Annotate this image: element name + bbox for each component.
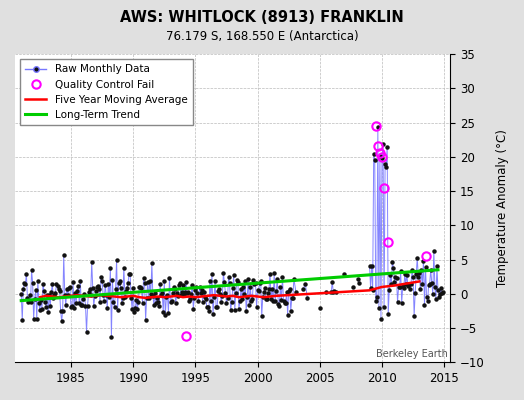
Text: Berkeley Earth: Berkeley Earth <box>376 349 448 359</box>
Legend: Raw Monthly Data, Quality Control Fail, Five Year Moving Average, Long-Term Tren: Raw Monthly Data, Quality Control Fail, … <box>20 59 192 125</box>
Text: 76.179 S, 168.550 E (Antarctica): 76.179 S, 168.550 E (Antarctica) <box>166 30 358 43</box>
Y-axis label: Temperature Anomaly (°C): Temperature Anomaly (°C) <box>496 129 509 287</box>
Text: AWS: WHITLOCK (8913) FRANKLIN: AWS: WHITLOCK (8913) FRANKLIN <box>120 10 404 25</box>
